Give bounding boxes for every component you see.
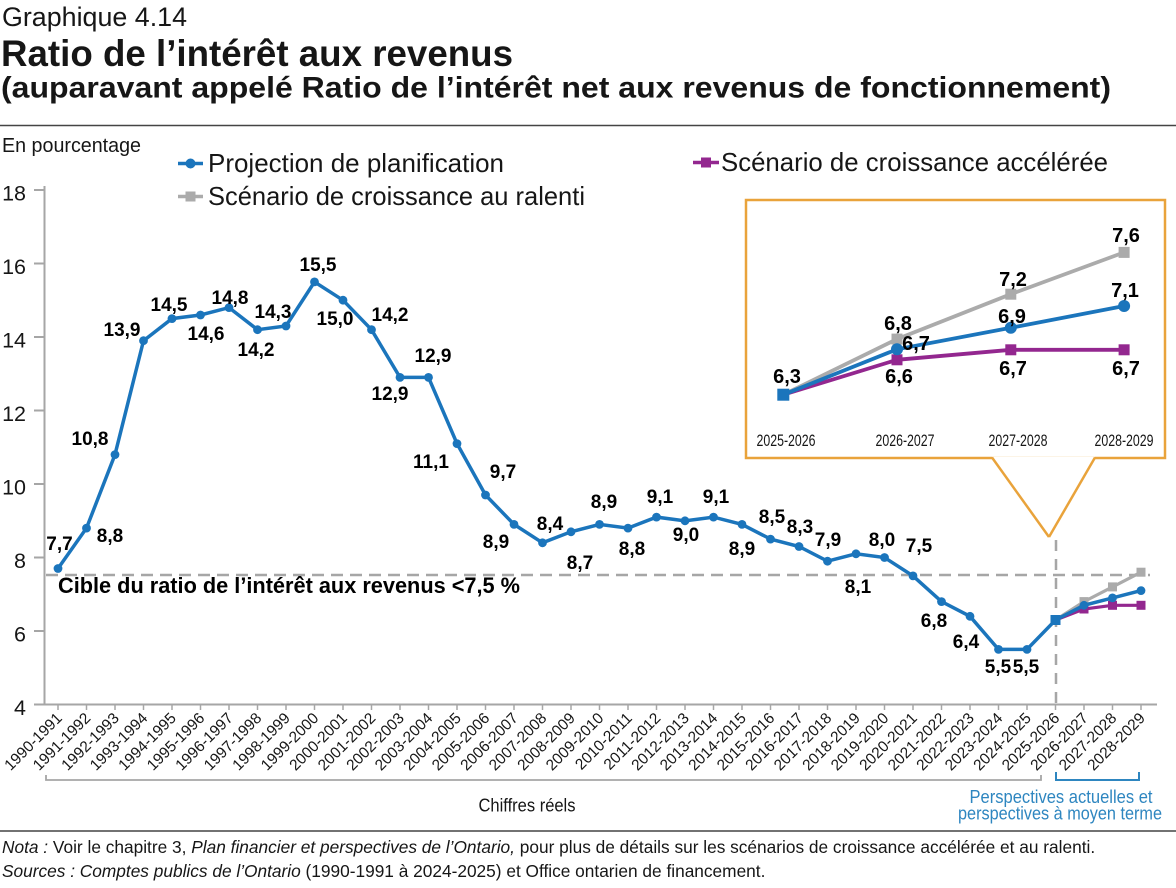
svg-text:5,5: 5,5 — [985, 657, 1012, 678]
svg-text:8,5: 8,5 — [759, 507, 786, 528]
svg-text:9,7: 9,7 — [490, 462, 516, 483]
svg-text:14,6: 14,6 — [188, 324, 225, 345]
svg-text:5,5: 5,5 — [1013, 657, 1040, 678]
svg-text:6,7: 6,7 — [1112, 358, 1140, 380]
svg-text:10: 10 — [2, 475, 26, 499]
svg-text:2027-2028: 2027-2028 — [989, 432, 1048, 450]
svg-text:10,8: 10,8 — [72, 429, 109, 450]
svg-text:6,8: 6,8 — [921, 611, 947, 632]
svg-text:6,8: 6,8 — [884, 313, 912, 335]
svg-text:6: 6 — [14, 622, 26, 646]
svg-text:6,7: 6,7 — [902, 333, 930, 355]
svg-text:Cible du ratio de l’intérêt au: Cible du ratio de l’intérêt aux revenus … — [58, 573, 520, 598]
svg-text:9,1: 9,1 — [647, 487, 674, 508]
svg-text:14,2: 14,2 — [238, 340, 275, 361]
svg-text:En pourcentage: En pourcentage — [2, 135, 141, 157]
svg-text:14,8: 14,8 — [212, 288, 249, 309]
svg-text:14,5: 14,5 — [151, 295, 188, 316]
svg-text:Nota : Voir le chapitre 3, Pla: Nota : Voir le chapitre 3, Plan financie… — [2, 837, 1095, 857]
svg-text:Chiffres réels: Chiffres réels — [479, 795, 576, 816]
svg-text:8,9: 8,9 — [729, 539, 755, 560]
svg-text:18: 18 — [2, 181, 26, 205]
svg-text:9,1: 9,1 — [703, 487, 730, 508]
svg-text:7,6: 7,6 — [1112, 225, 1140, 247]
svg-text:8,9: 8,9 — [483, 532, 509, 553]
svg-text:6,7: 6,7 — [999, 358, 1027, 380]
svg-text:8,3: 8,3 — [787, 517, 813, 538]
svg-text:Ratio de l’intérêt aux revenus: Ratio de l’intérêt aux revenus — [1, 33, 513, 74]
svg-text:7,9: 7,9 — [815, 530, 841, 551]
svg-text:8,8: 8,8 — [619, 539, 645, 560]
svg-text:14,3: 14,3 — [255, 302, 292, 323]
svg-text:2025-2026: 2025-2026 — [757, 432, 816, 450]
svg-text:8,1: 8,1 — [845, 577, 872, 598]
svg-text:8,4: 8,4 — [537, 514, 564, 535]
svg-text:8,0: 8,0 — [869, 530, 895, 551]
svg-text:11,1: 11,1 — [413, 452, 449, 473]
svg-text:14,2: 14,2 — [372, 305, 409, 326]
svg-text:Graphique 4.14: Graphique 4.14 — [2, 2, 187, 32]
svg-text:7,2: 7,2 — [999, 269, 1027, 291]
svg-text:8: 8 — [14, 549, 26, 573]
svg-text:7,1: 7,1 — [1111, 280, 1139, 302]
svg-text:Scénario de croissance au rale: Scénario de croissance au ralenti — [208, 181, 585, 211]
svg-text:(auparavant appelé Ratio de l’: (auparavant appelé Ratio de l’intérêt ne… — [1, 72, 1111, 105]
svg-text:8,7: 8,7 — [567, 553, 593, 574]
svg-text:16: 16 — [2, 255, 26, 279]
svg-text:Projection de planification: Projection de planification — [208, 148, 504, 178]
svg-text:13,9: 13,9 — [104, 320, 141, 341]
svg-text:4: 4 — [14, 696, 26, 720]
svg-text:7,7: 7,7 — [46, 534, 72, 555]
svg-text:15,0: 15,0 — [317, 309, 354, 330]
svg-text:6,6: 6,6 — [885, 366, 913, 388]
svg-text:6,3: 6,3 — [773, 366, 801, 388]
svg-text:6,4: 6,4 — [953, 632, 980, 653]
svg-text:2028-2029: 2028-2029 — [1095, 432, 1154, 450]
svg-text:14: 14 — [2, 328, 26, 352]
svg-text:12: 12 — [2, 402, 26, 426]
svg-text:2026-2027: 2026-2027 — [876, 432, 935, 450]
svg-text:6,9: 6,9 — [998, 306, 1026, 328]
svg-text:9,0: 9,0 — [673, 525, 699, 546]
svg-text:12,9: 12,9 — [372, 384, 409, 405]
svg-text:Perspectives actuelles et: Perspectives actuelles et — [970, 786, 1153, 807]
svg-text:12,9: 12,9 — [415, 346, 452, 367]
svg-text:Sources : Comptes publics de l: Sources : Comptes publics de l’Ontario (… — [2, 861, 765, 881]
svg-text:Scénario de croissance accélér: Scénario de croissance accélérée — [721, 147, 1108, 177]
svg-text:8,8: 8,8 — [97, 526, 123, 547]
svg-text:15,5: 15,5 — [300, 255, 337, 276]
svg-text:8,9: 8,9 — [591, 492, 617, 513]
svg-text:perspectives à moyen terme: perspectives à moyen terme — [958, 803, 1162, 824]
svg-text:7,5: 7,5 — [906, 536, 933, 557]
